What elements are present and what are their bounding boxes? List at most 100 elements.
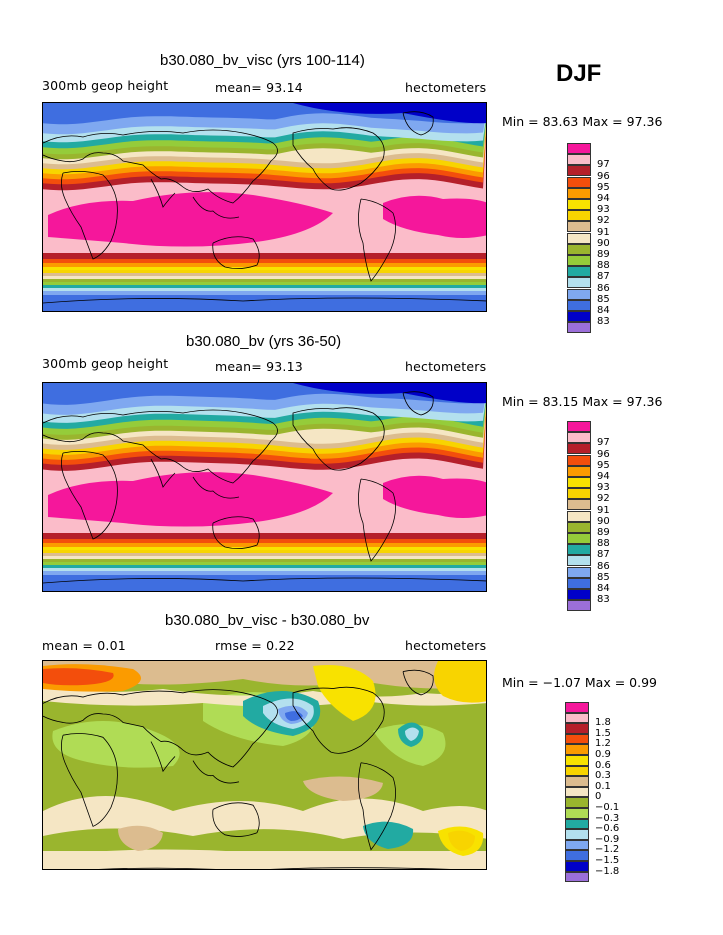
- legend-swatch: [565, 829, 589, 840]
- legend-label: 0.6: [595, 759, 611, 771]
- legend-label: −1.8: [595, 865, 620, 877]
- legend-swatch: [567, 555, 591, 567]
- contour-band: [405, 727, 419, 741]
- legend-label: 86: [597, 560, 610, 572]
- panel-1-title: b30.080_bv_visc (yrs 100-114): [160, 52, 365, 69]
- legend-swatch: [565, 712, 589, 724]
- legend-swatch: [567, 311, 591, 322]
- legend-label: −1.2: [595, 844, 620, 856]
- panel-1-units-label: hectometers: [405, 80, 487, 95]
- panel-1-mean-label: mean= 93.14: [215, 80, 303, 95]
- continent-outlines: [43, 669, 451, 869]
- legend-swatch: [565, 871, 589, 883]
- legend-label: 84: [597, 583, 610, 594]
- legend-swatch: [567, 154, 591, 166]
- season-label: DJF: [556, 60, 602, 87]
- legend-label: 85: [597, 293, 610, 305]
- panel-3-map-svg: [43, 661, 486, 869]
- legend-label: 0.3: [595, 770, 611, 782]
- legend-label: 93: [597, 204, 610, 216]
- legend-label: 90: [597, 515, 610, 527]
- legend-label: 0.9: [595, 749, 611, 760]
- legend-swatch: [565, 702, 589, 713]
- panel-3-map: [42, 660, 487, 870]
- panel-3-units-label: hectometers: [405, 638, 487, 653]
- panel-2-map: [42, 382, 487, 592]
- legend-label: 96: [597, 448, 610, 460]
- legend-swatch: [567, 566, 591, 578]
- legend-label: −0.9: [595, 833, 620, 845]
- legend-swatch: [567, 510, 591, 522]
- legend-swatch: [567, 243, 591, 255]
- legend-label: −0.6: [595, 823, 620, 835]
- legend-swatch: [567, 432, 591, 444]
- legend-swatch: [567, 544, 591, 556]
- legend-label: 94: [597, 471, 610, 482]
- contour-band: [363, 821, 414, 849]
- legend-swatch: [567, 600, 591, 612]
- panel-2-variable-label: 300mb geop height: [42, 356, 169, 371]
- legend-label: 93: [597, 482, 610, 494]
- contour-band: [43, 575, 486, 591]
- legend-label: 87: [597, 271, 610, 283]
- legend-swatch: [565, 765, 589, 777]
- contour-band: [48, 472, 333, 527]
- legend-label: 95: [597, 181, 610, 193]
- legend-swatch: [567, 465, 591, 477]
- panel-2-mean-label: mean= 93.13: [215, 359, 303, 374]
- panel-1-map: [42, 102, 487, 312]
- legend-label: 97: [597, 437, 610, 449]
- legend-swatch: [567, 454, 591, 466]
- panel-3-rmse-label: rmse = 0.22: [215, 638, 295, 653]
- continent-outlines: [43, 391, 486, 584]
- legend-swatch: [567, 187, 591, 199]
- panel-2-map-svg: [43, 383, 486, 591]
- legend-swatch: [565, 786, 589, 798]
- legend-swatch: [567, 322, 591, 334]
- panel-2-title: b30.080_bv (yrs 36-50): [186, 333, 342, 350]
- panel-1-minmax: Min = 83.63 Max = 97.36: [502, 114, 663, 129]
- legend-swatch: [567, 277, 591, 289]
- legend-label: 83: [597, 594, 610, 606]
- legend-swatch: [567, 232, 591, 244]
- legend-swatch: [565, 733, 589, 745]
- contour-band: [383, 195, 486, 238]
- legend-swatch: [565, 797, 589, 808]
- contour-band: [293, 383, 486, 404]
- contour-band: [52, 721, 180, 768]
- legend-swatch: [567, 299, 591, 311]
- legend-label: 96: [597, 170, 610, 182]
- contour-band: [43, 668, 114, 686]
- legend-swatch: [565, 744, 589, 755]
- legend-label: 1.8: [595, 717, 611, 729]
- contour-band: [434, 661, 486, 703]
- panel-2-units-label: hectometers: [405, 359, 487, 374]
- legend-swatch: [565, 839, 589, 851]
- legend-label: 91: [597, 226, 610, 238]
- legend-label: 92: [597, 493, 610, 505]
- legend-swatch: [565, 861, 589, 872]
- legend-swatch: [567, 221, 591, 233]
- legend-swatch: [567, 488, 591, 500]
- legend-label: 95: [597, 459, 610, 471]
- legend-label: −0.1: [595, 802, 620, 813]
- legend-label: 0.1: [595, 780, 611, 792]
- legend-swatch: [567, 199, 591, 210]
- panel-3-title: b30.080_bv_visc - b30.080_bv: [165, 612, 370, 629]
- panel-3-mean-label: mean = 0.01: [42, 638, 126, 653]
- legend-label: −1.5: [595, 855, 620, 866]
- legend-label: 1.5: [595, 727, 611, 739]
- contour-band: [303, 776, 383, 801]
- legend-label: −0.3: [595, 812, 620, 824]
- legend-label: 87: [597, 549, 610, 561]
- contour-band: [118, 825, 163, 851]
- legend-swatch: [565, 808, 589, 819]
- legend-swatch: [567, 443, 591, 455]
- legend-swatch: [567, 165, 591, 177]
- legend-label: 92: [597, 215, 610, 227]
- legend-label: 85: [597, 571, 610, 583]
- legend-swatch: [567, 143, 591, 154]
- panel-2-minmax: Min = 83.15 Max = 97.36: [502, 394, 663, 409]
- legend-swatch: [565, 755, 589, 766]
- legend-label: 88: [597, 538, 610, 550]
